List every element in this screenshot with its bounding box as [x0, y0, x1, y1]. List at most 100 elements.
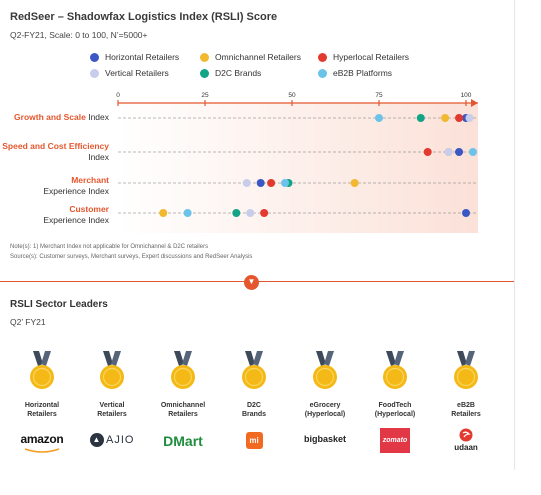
dmart-logo: DMart — [148, 433, 218, 449]
legend-label: Omnichannel Retailers — [215, 52, 301, 62]
mi-wordmark: mi — [245, 432, 263, 449]
legend-dot — [200, 52, 209, 62]
row-label-rest: Index — [88, 112, 109, 122]
bigbasket-logo: bigbasket — [290, 434, 360, 444]
data-point — [455, 148, 464, 156]
data-point — [468, 148, 477, 156]
medal-icon — [383, 351, 407, 389]
udaan-icon — [459, 428, 473, 442]
leader-label-line2: (Hyperlocal) — [374, 411, 416, 418]
legend-label: Hyperlocal Retailers — [333, 52, 410, 62]
chart-note: Note(s): 1) Merchant Index not applicabl… — [10, 244, 209, 250]
medal-icon — [100, 351, 124, 389]
data-point — [242, 179, 251, 187]
plot-background — [118, 103, 478, 233]
zomato-wordmark: zomato — [380, 428, 410, 453]
section-title: RSLI Sector Leaders — [10, 299, 108, 310]
row-label-accent: Customer — [69, 204, 109, 214]
data-point — [260, 209, 269, 217]
leader-egrocery: eGrocery (Hyperlocal) — [290, 350, 360, 419]
data-point — [281, 179, 290, 187]
data-point — [232, 209, 241, 217]
row-label-merchant: Merchant Experience Index — [43, 175, 109, 197]
x-tick-label: 50 — [288, 92, 296, 99]
legend-dot — [318, 68, 327, 78]
data-point — [256, 179, 265, 187]
udaan-logo: udaan — [431, 428, 501, 452]
amazon-wordmark: amazon — [20, 432, 64, 446]
leader-horizontal: Horizontal Retailers — [7, 350, 77, 419]
legend-item-omnichannel: Omnichannel Retailers — [200, 52, 301, 62]
row-label-growth: Growth and Scale Index — [14, 112, 109, 123]
leader-label-line1: FoodTech — [378, 402, 412, 409]
data-point — [423, 148, 432, 156]
legend-item-d2c: D2C Brands — [200, 68, 261, 78]
chevron-down-icon[interactable]: ▼ — [244, 275, 259, 290]
leader-label-line1: Omnichannel — [160, 402, 206, 409]
data-point — [416, 114, 425, 122]
medal-icon — [313, 351, 337, 389]
x-tick-label: 100 — [461, 92, 472, 99]
legend-label: eB2B Platforms — [333, 68, 393, 78]
dmart-wordmark: DMart — [163, 433, 203, 449]
medal-icon — [242, 351, 266, 389]
row-label-rest: Index — [88, 152, 109, 162]
medal-icon — [171, 351, 195, 389]
row-label-accent: Merchant — [71, 175, 109, 185]
legend-label: D2C Brands — [215, 68, 262, 78]
amazon-logo: amazon — [7, 432, 77, 456]
rsli-dot-plot: 0 25 50 75 100 — [116, 92, 478, 233]
leader-label-line2: Brands — [241, 411, 267, 418]
section-subtitle: Q2’ FY21 — [10, 317, 46, 327]
legend-dot — [90, 52, 99, 62]
leader-label-line2: Retailers — [27, 411, 57, 418]
chart-source: Source(s): Customer surveys, Merchant su… — [10, 254, 253, 260]
ajio-wordmark: AJIO — [106, 434, 135, 446]
leader-label-line2: Retailers — [451, 411, 481, 418]
mi-logo: mi — [219, 432, 289, 449]
data-point — [444, 148, 453, 156]
data-point — [350, 179, 359, 187]
row-label-speed: Speed and Cost Efficiency Index — [0, 141, 109, 163]
leader-label-line2: (Hyperlocal) — [304, 411, 346, 418]
legend-dot — [90, 68, 99, 78]
legend-item-eb2b: eB2B Platforms — [318, 68, 392, 78]
amazon-smile-icon — [24, 448, 60, 453]
leader-label-line2: Retailers — [97, 411, 127, 418]
data-point — [455, 114, 464, 122]
leader-label-line1: D2C — [246, 402, 261, 409]
leader-eb2b: eB2B Retailers — [431, 350, 501, 419]
page-subtitle: Q2-FY21, Scale: 0 to 100, N’=5000+ — [10, 30, 148, 40]
data-point — [462, 209, 470, 217]
leader-foodtech: FoodTech (Hyperlocal) — [360, 350, 430, 419]
x-tick-label: 0 — [116, 92, 120, 99]
row-label-accent: Speed and Cost Efficiency — [2, 141, 109, 151]
legend-dot — [318, 52, 327, 62]
udaan-wordmark: udaan — [454, 443, 478, 452]
leader-d2c: D2C Brands — [219, 350, 289, 419]
legend-label: Horizontal Retailers — [105, 52, 180, 62]
data-point — [441, 114, 450, 122]
zomato-logo: zomato — [360, 428, 430, 453]
legend-item-vertical: Vertical Retailers — [90, 68, 169, 78]
leader-omnichannel: Omnichannel Retailers — [148, 350, 218, 419]
page-title: RedSeer – Shadowfax Logistics Index (RSL… — [10, 11, 278, 23]
leader-label-line1: eB2B — [457, 402, 475, 409]
leader-label-line1: Vertical — [99, 402, 125, 409]
leader-vertical: Vertical Retailers — [77, 350, 147, 419]
legend-item-hyperlocal: Hyperlocal Retailers — [318, 52, 409, 62]
data-point — [246, 209, 255, 217]
x-tick-label: 75 — [375, 92, 383, 99]
leader-label-line1: eGrocery — [309, 402, 341, 409]
row-label-rest: Experience Index — [43, 215, 109, 225]
row-label-customer: Customer Experience Index — [43, 204, 109, 226]
bigbasket-wordmark: bigbasket — [303, 434, 346, 444]
data-point — [465, 114, 474, 122]
ajio-logo: ▲ AJIO — [77, 433, 147, 447]
row-label-accent: Growth and Scale — [14, 112, 86, 122]
row-label-rest: Experience Index — [43, 186, 109, 196]
data-point — [375, 114, 383, 122]
x-tick-label: 25 — [201, 92, 209, 99]
data-point — [183, 209, 192, 217]
data-point — [159, 209, 168, 217]
